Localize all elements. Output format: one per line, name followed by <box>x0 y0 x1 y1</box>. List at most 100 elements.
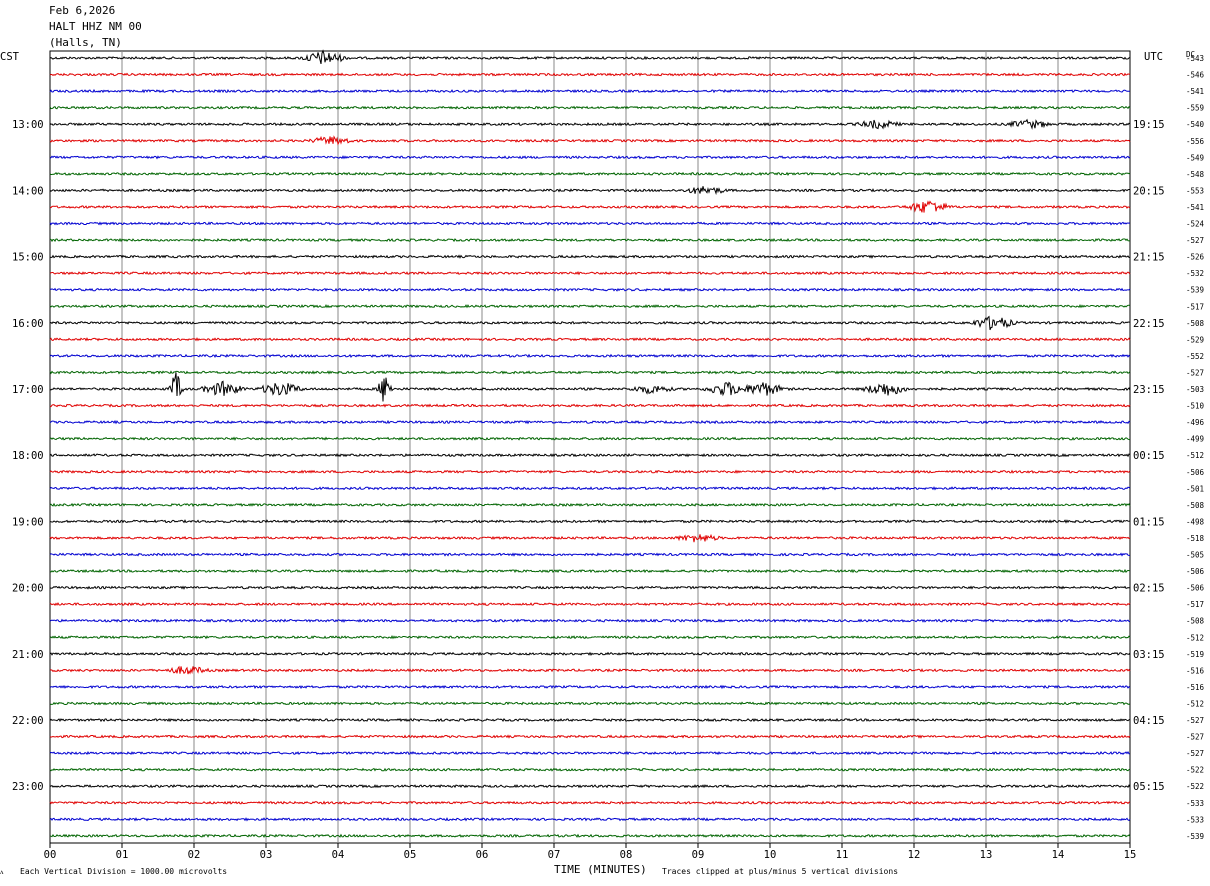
x-tick-label: 10 <box>764 849 777 861</box>
dc-offset-label: -516 <box>1186 683 1205 692</box>
axis-labels: 00 01 02 03 04 05 06 07 08 09 10 11 12 13 14 15 -543 -546… <box>12 54 1205 861</box>
dc-offset-label: -517 <box>1186 600 1204 609</box>
dc-offset-label: -498 <box>1186 517 1205 526</box>
trace-line <box>49 186 1130 196</box>
trace-line <box>49 552 1130 557</box>
dc-offset-label: -548 <box>1186 170 1205 179</box>
trace-line <box>49 337 1131 342</box>
plot-frame <box>49 50 1131 844</box>
left-hour-label: 21:00 <box>12 649 44 661</box>
trace-line <box>49 237 1131 243</box>
dc-offset-label: -540 <box>1186 120 1205 129</box>
right-hour-label: 02:15 <box>1133 583 1165 595</box>
x-tick-label: 05 <box>404 849 417 861</box>
left-hour-label: 13:00 <box>12 119 44 131</box>
dc-offset-label: -533 <box>1186 799 1204 808</box>
trace-line <box>49 817 1131 822</box>
dc-offset-label: -522 <box>1186 782 1204 791</box>
x-tick-label: 03 <box>260 849 273 861</box>
x-tick-label: 11 <box>836 849 849 861</box>
trace-line <box>49 717 1131 723</box>
dc-offset-label: -539 <box>1186 286 1204 295</box>
dc-offset-label: -518 <box>1186 534 1205 543</box>
x-tick-label: 01 <box>116 849 129 861</box>
dc-offset-label: -552 <box>1186 352 1204 361</box>
dc-offset-label: -549 <box>1186 153 1204 162</box>
trace-line <box>49 665 1131 675</box>
trace-line <box>49 135 1131 146</box>
trace-line <box>49 221 1131 226</box>
trace-line <box>49 72 1131 77</box>
dc-offset-label: -526 <box>1186 253 1205 262</box>
trace-line <box>49 403 1131 408</box>
right-hour-label: 05:15 <box>1133 781 1165 793</box>
dc-offset-label: -508 <box>1186 319 1205 328</box>
dc-offset-label: -556 <box>1186 137 1205 146</box>
dc-offset-label: -533 <box>1186 815 1204 824</box>
trace-line <box>49 353 1131 359</box>
dc-offset-label: -496 <box>1186 418 1205 427</box>
dc-offset-label: -505 <box>1186 551 1204 560</box>
dc-offset-label: -541 <box>1186 203 1204 212</box>
dc-offset-label: -543 <box>1186 54 1204 63</box>
header-station: HALT HHZ NM 00 <box>49 20 142 33</box>
trace-line <box>49 370 1131 375</box>
trace-line <box>49 585 1131 590</box>
trace-line <box>49 287 1131 292</box>
trace-line <box>49 533 1131 543</box>
trace-line <box>49 105 1131 110</box>
left-hour-label: 20:00 <box>12 583 44 595</box>
dc-offset-label: -527 <box>1186 733 1204 742</box>
trace-line <box>49 315 1131 331</box>
dc-offset-label: -539 <box>1186 832 1204 841</box>
left-hour-label: 16:00 <box>12 318 44 330</box>
right-hour-label: 03:15 <box>1133 649 1165 661</box>
trace-line <box>49 568 1131 574</box>
trace-line <box>49 271 1131 276</box>
right-hour-label: 22:15 <box>1133 318 1165 330</box>
dc-offset-label: -519 <box>1186 650 1204 659</box>
dc-header-label: DC <box>1186 50 1195 59</box>
right-hour-label: 23:15 <box>1133 384 1165 396</box>
left-hour-label: 18:00 <box>12 450 44 462</box>
dc-offset-label: -527 <box>1186 749 1204 758</box>
trace-line <box>49 502 1131 507</box>
dc-offset-label: -516 <box>1186 666 1205 675</box>
trace-line <box>49 684 1131 690</box>
x-axis-title: TIME (MINUTES) <box>554 863 647 876</box>
header-date: Feb 6,2026 <box>49 4 116 17</box>
dc-offset-label: -512 <box>1186 633 1204 642</box>
trace-line <box>49 171 1131 176</box>
trace-line <box>49 304 1131 309</box>
trace-line <box>49 800 1131 805</box>
trace-line <box>49 118 1131 130</box>
seismic-traces <box>49 49 1131 838</box>
trace-line <box>49 419 1131 425</box>
dc-offset-label: -499 <box>1186 435 1204 444</box>
dc-offset-label: -512 <box>1186 699 1204 708</box>
left-hour-label: 22:00 <box>12 715 44 727</box>
dc-offset-label: -508 <box>1186 617 1205 626</box>
dc-offset-label: -517 <box>1186 302 1204 311</box>
corner-mark: ᴧ <box>0 868 4 876</box>
trace-line <box>49 602 1131 607</box>
dc-offset-label: -501 <box>1186 484 1204 493</box>
left-hour-label: 15:00 <box>12 252 44 264</box>
trace-line <box>49 155 1131 160</box>
dc-offset-label: -546 <box>1186 71 1205 80</box>
dc-offset-label: -522 <box>1186 766 1204 775</box>
dc-offset-label: -524 <box>1186 220 1205 229</box>
dc-offset-label: -532 <box>1186 269 1204 278</box>
dc-offset-label: -527 <box>1186 368 1204 377</box>
x-tick-label: 15 <box>1124 849 1137 861</box>
right-hour-label: 21:15 <box>1133 252 1165 264</box>
trace-line <box>49 49 1131 65</box>
trace-line <box>49 618 1131 623</box>
right-hour-label: 19:15 <box>1133 119 1165 131</box>
left-timezone-label: CST <box>0 51 20 63</box>
trace-line <box>49 751 1131 756</box>
division-note: Each Vertical Division = 1000.00 microvo… <box>20 867 228 876</box>
dc-offset-label: -506 <box>1186 468 1205 477</box>
dc-offset-label: -541 <box>1186 87 1204 96</box>
right-hour-label: 20:15 <box>1133 185 1165 197</box>
